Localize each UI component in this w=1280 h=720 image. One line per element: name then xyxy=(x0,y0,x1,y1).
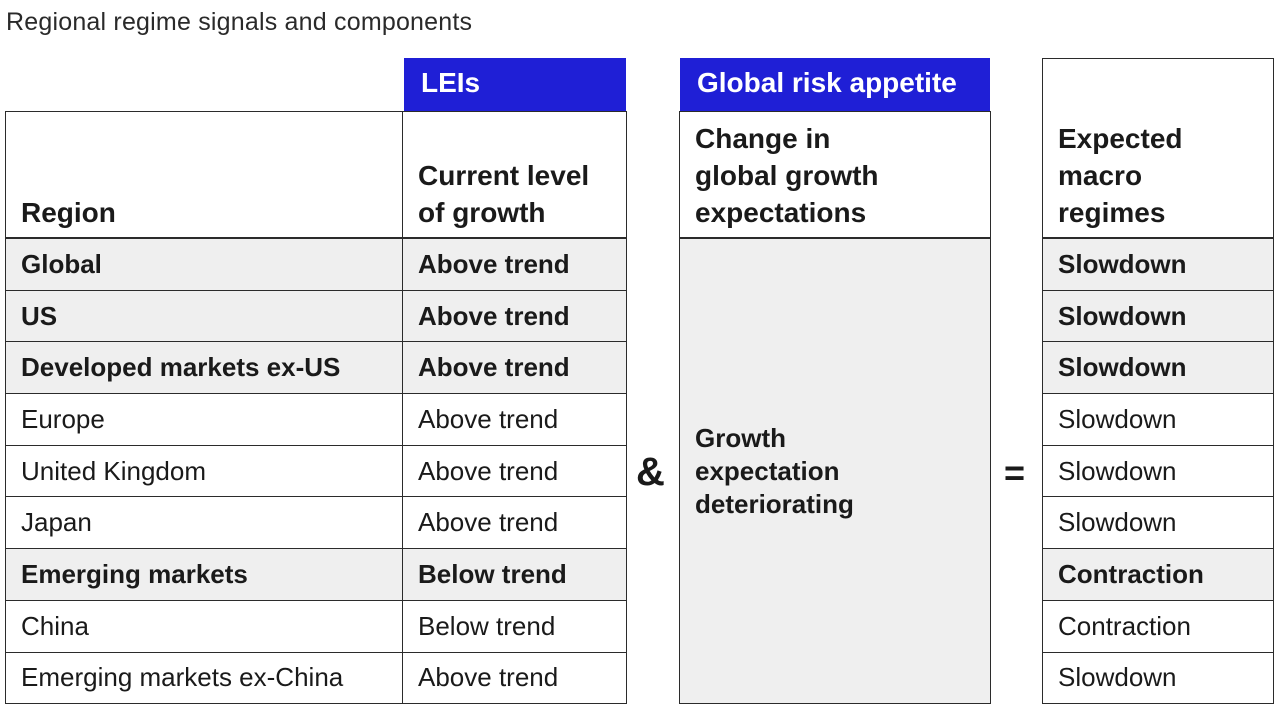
leis-badge: LEIs xyxy=(404,58,626,112)
equals-operator: = xyxy=(1004,452,1026,493)
regime-cell: Slowdown xyxy=(1043,239,1273,291)
regime-cell: Slowdown xyxy=(1043,394,1273,446)
growth-header-line-1: Current level xyxy=(418,160,590,191)
regime-header-line-1: Expected xyxy=(1058,123,1183,154)
risk-body-line-2: expectation xyxy=(695,455,840,486)
regime-cell: Slowdown xyxy=(1043,445,1273,498)
growth-cell: Above trend xyxy=(403,497,626,550)
region-cell: United Kingdom xyxy=(6,445,404,498)
growth-cell: Above trend xyxy=(403,239,626,291)
risk-body-line-3: deteriorating xyxy=(695,488,854,519)
change-header-line-3: expectations xyxy=(695,197,867,228)
risk-body-line-1: Growth xyxy=(695,422,786,453)
growth-cell: Above trend xyxy=(403,652,626,705)
region-cell: Emerging markets xyxy=(6,549,404,601)
growth-cell: Below trend xyxy=(403,600,626,653)
growth-column: Above trend Above trend Above trend Above t… xyxy=(402,239,627,705)
growth-cell: Above trend xyxy=(403,342,626,395)
change-header-line-1: Change in xyxy=(695,123,831,154)
growth-cell: Above trend xyxy=(403,394,626,446)
region-column: Global US Developed markets ex-US Europe Uni… xyxy=(5,239,404,705)
regime-header-line-3: regimes xyxy=(1058,197,1166,228)
growth-expectations-header: Change in global growth expectations xyxy=(679,111,991,239)
growth-expectation-cell: Growth expectation deteriorating xyxy=(679,239,991,704)
region-header-label: Region xyxy=(21,197,116,228)
region-cell: Developed markets ex-US xyxy=(6,342,404,395)
regime-cell: Slowdown xyxy=(1043,652,1273,705)
regime-cell: Slowdown xyxy=(1043,342,1273,395)
region-cell: China xyxy=(6,600,404,653)
ampersand-operator: & xyxy=(636,450,665,494)
macro-regimes-header: Expected macro regimes xyxy=(1042,58,1274,239)
growth-cell: Below trend xyxy=(403,549,626,601)
regime-cell: Slowdown xyxy=(1043,290,1273,343)
growth-cell: Above trend xyxy=(403,290,626,343)
region-cell: Global xyxy=(6,239,404,291)
growth-level-header: Current level of growth xyxy=(402,111,627,239)
region-cell: US xyxy=(6,290,404,343)
region-cell: Japan xyxy=(6,497,404,550)
global-risk-appetite-badge: Global risk appetite xyxy=(680,58,990,112)
regime-cell: Contraction xyxy=(1043,600,1273,653)
region-cell: Europe xyxy=(6,394,404,446)
regime-cell: Contraction xyxy=(1043,549,1273,601)
regime-header-line-2: macro xyxy=(1058,160,1143,191)
growth-header-line-2: of growth xyxy=(418,197,546,228)
region-header: Region xyxy=(5,111,404,239)
page-title: Regional regime signals and components xyxy=(6,8,473,36)
region-cell: Emerging markets ex-China xyxy=(6,652,404,705)
regime-cell: Slowdown xyxy=(1043,497,1273,550)
growth-cell: Above trend xyxy=(403,445,626,498)
regime-column: Slowdown Slowdown Slowdown Slowdown Slowdown… xyxy=(1042,239,1274,705)
change-header-line-2: global growth xyxy=(695,160,879,191)
